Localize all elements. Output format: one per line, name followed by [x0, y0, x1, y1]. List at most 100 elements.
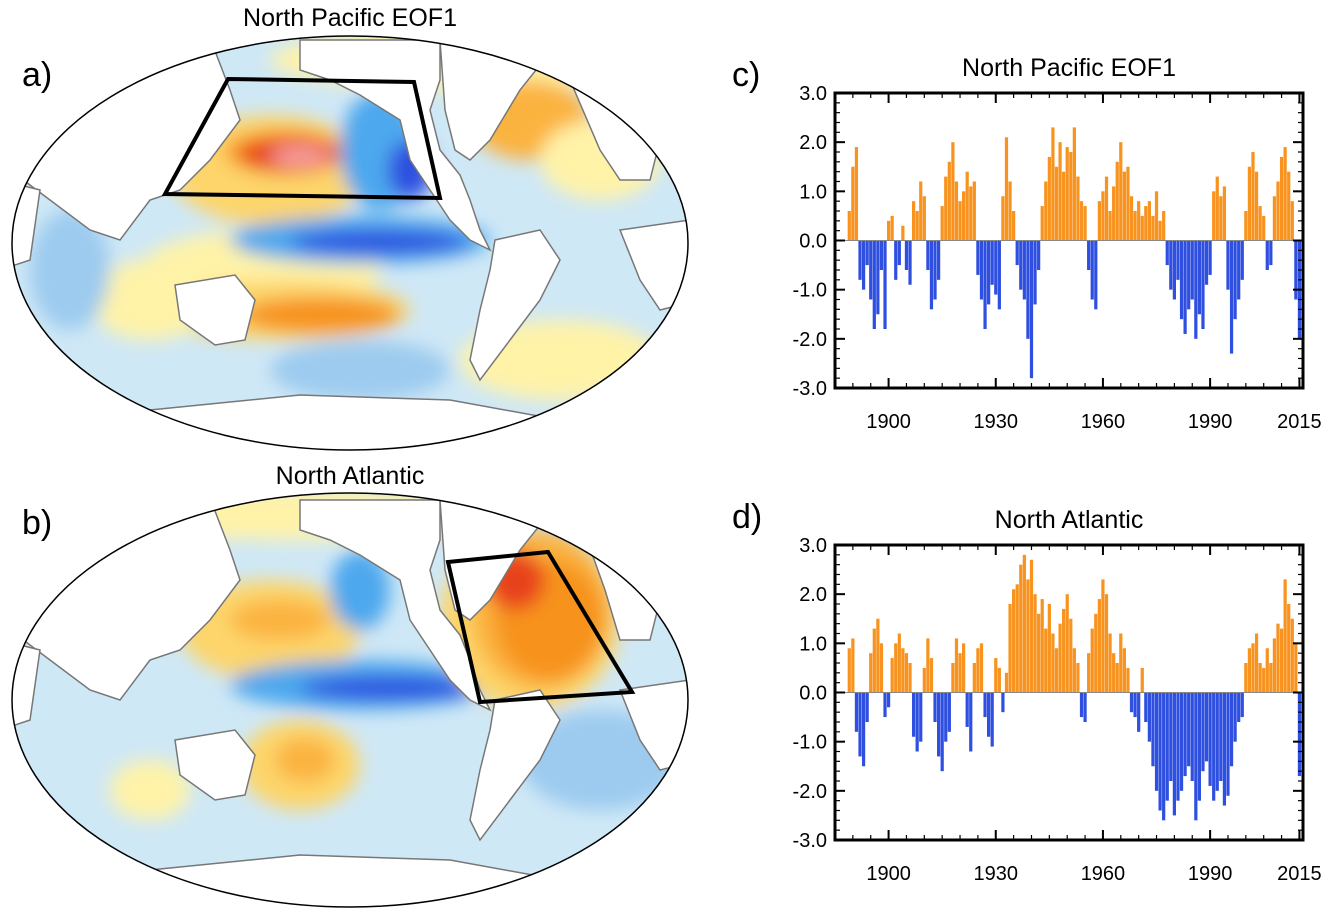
- bar: [1115, 161, 1119, 241]
- bar: [997, 240, 1001, 310]
- bar: [1183, 240, 1187, 334]
- bar: [894, 643, 898, 693]
- bar: [1258, 206, 1262, 241]
- bar: [1162, 692, 1166, 821]
- bar: [1279, 156, 1284, 241]
- bar: [1265, 648, 1269, 693]
- bar: [1272, 638, 1277, 693]
- bar: [1158, 220, 1162, 241]
- bar: [1058, 623, 1062, 693]
- y-tick-label: 2.0: [799, 584, 827, 606]
- bar: [1169, 692, 1173, 781]
- bar: [1072, 127, 1076, 241]
- bar: [851, 166, 855, 241]
- bar: [886, 220, 891, 241]
- bar: [872, 240, 876, 329]
- bar: [1029, 240, 1034, 379]
- region-box-atlantic: [445, 549, 636, 705]
- bar: [1140, 215, 1144, 241]
- bar: [1012, 589, 1016, 693]
- bar: [847, 648, 851, 693]
- map-a: [11, 35, 689, 451]
- y-tick-label: 3.0: [799, 83, 827, 105]
- chart-d: North Atlantic 3.0 2.0 1.0 0.0 -1.0 -2.0 -3.0 1…: [793, 506, 1322, 885]
- bar: [1237, 692, 1241, 722]
- bar: [1062, 608, 1066, 693]
- y-tick-label: -2.0: [793, 781, 827, 803]
- bar: [1244, 211, 1248, 241]
- bar: [915, 692, 919, 752]
- bar: [1133, 211, 1137, 241]
- bar: [890, 658, 894, 693]
- bar: [1029, 559, 1034, 693]
- bar: [1015, 584, 1019, 693]
- bar: [1240, 240, 1244, 280]
- bar: [1179, 692, 1184, 791]
- bar: [1026, 240, 1030, 339]
- bar: [1244, 663, 1248, 693]
- bar: [969, 692, 973, 752]
- bar: [908, 663, 912, 693]
- bar: [1065, 594, 1069, 693]
- bar: [911, 201, 916, 241]
- bar: [1265, 240, 1269, 270]
- bar: [994, 658, 998, 693]
- bar: [1001, 692, 1005, 713]
- bar: [983, 692, 987, 718]
- bar: [1229, 240, 1234, 354]
- bar: [933, 692, 937, 722]
- bar: [879, 240, 884, 270]
- bar: [854, 147, 859, 241]
- bar: [879, 643, 884, 693]
- x-tick-label: 1990: [1188, 863, 1233, 885]
- bar: [1187, 240, 1191, 310]
- bar: [951, 663, 955, 693]
- bar: [1212, 692, 1216, 801]
- bar: [904, 240, 909, 270]
- bar: [1215, 692, 1219, 791]
- bar: [1176, 692, 1180, 801]
- bar: [1040, 206, 1044, 241]
- bar: [1090, 628, 1094, 693]
- bar: [976, 240, 980, 275]
- chart-c: North Pacific EOF1 3.0 2.0 1.0 0.0 -1.0 -2.0 -…: [793, 54, 1322, 433]
- bar: [1083, 206, 1087, 241]
- bar: [1022, 240, 1026, 300]
- bar: [965, 692, 969, 727]
- bar: [1126, 667, 1130, 693]
- bar: [1154, 692, 1159, 791]
- bar: [962, 191, 966, 241]
- bar: [872, 628, 876, 693]
- bar: [915, 211, 919, 241]
- bar: [1040, 599, 1044, 693]
- bar: [1190, 692, 1194, 781]
- bar: [1169, 240, 1173, 290]
- bar: [894, 240, 898, 280]
- bar: [1033, 240, 1037, 305]
- bar: [954, 181, 959, 241]
- bar: [1119, 633, 1123, 693]
- bar: [1012, 211, 1016, 241]
- bar: [1122, 648, 1126, 693]
- bar: [1197, 692, 1202, 801]
- bar: [1294, 643, 1298, 693]
- bar: [1108, 633, 1112, 693]
- bar: [1297, 692, 1302, 777]
- bar: [979, 643, 984, 693]
- bar: [886, 692, 891, 708]
- bar: [1104, 176, 1109, 241]
- bar: [858, 692, 862, 757]
- bar: [1172, 240, 1176, 300]
- bar: [1215, 176, 1219, 241]
- bar: [1187, 692, 1191, 767]
- bar: [929, 240, 934, 310]
- bar: [1097, 599, 1101, 693]
- y-tick-label: -3.0: [793, 830, 827, 852]
- bar: [1115, 663, 1119, 693]
- bar: [1051, 127, 1055, 241]
- bar: [1179, 240, 1184, 320]
- bar: [1147, 201, 1151, 241]
- bar: [1054, 648, 1059, 693]
- bar: [854, 692, 859, 732]
- bar: [1051, 633, 1055, 693]
